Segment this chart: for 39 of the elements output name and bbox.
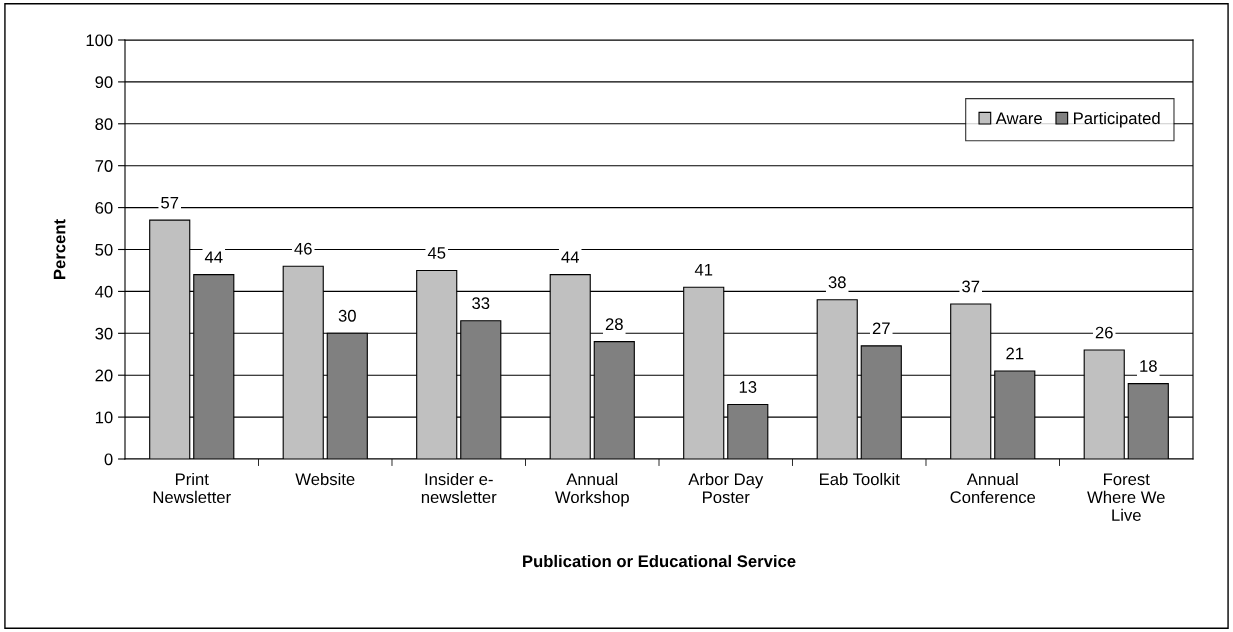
data-label: 44 [561,251,579,263]
data-label: 26 [1095,326,1113,339]
x-tick-label: Annual Workshop [554,472,629,507]
data-label: 13 [739,381,757,393]
y-axis-title: Percent [53,219,66,279]
data-label: 45 [427,247,446,259]
data-label: 18 [1140,360,1157,372]
y-tick-label: 50 [95,243,113,256]
data-label: 21 [1006,347,1024,360]
y-tick-label: 30 [95,327,113,340]
data-label: 46 [294,242,312,255]
data-label: 37 [962,280,980,293]
legend-label: Participated [1074,111,1160,128]
data-label: 30 [338,309,356,322]
x-tick-label: Arbor Day Poster [688,472,764,504]
data-label: 27 [872,322,890,335]
x-tick-label: Forest Where We Live [1087,473,1165,522]
y-tick-label: 40 [95,285,113,298]
y-tick-label: 20 [95,369,113,382]
data-label: 38 [828,276,846,289]
legend-label: Aware [995,112,1042,125]
x-tick-label: Website [295,472,355,486]
y-tick-label: 60 [95,202,113,214]
data-label: 44 [204,251,223,263]
y-tick-label: 70 [95,160,113,172]
data-label: 28 [605,318,623,331]
y-tick-label: 80 [95,118,113,130]
x-tick-label: Annual Conference [950,472,1036,504]
x-tick-label: Insider e- newsletter [421,472,497,504]
x-axis-title: Publication or Educational Service [523,554,796,568]
y-tick-label: 90 [95,76,113,89]
y-tick-label: 0 [104,453,113,466]
data-label: 33 [472,297,490,310]
x-tick-label: Print Newsletter [153,472,231,504]
data-label: 41 [694,263,713,276]
y-tick-label: 100 [86,34,113,47]
y-tick-label: 10 [95,411,113,424]
data-label: 57 [161,196,179,209]
x-tick-label: Eab Toolkit [820,472,900,486]
